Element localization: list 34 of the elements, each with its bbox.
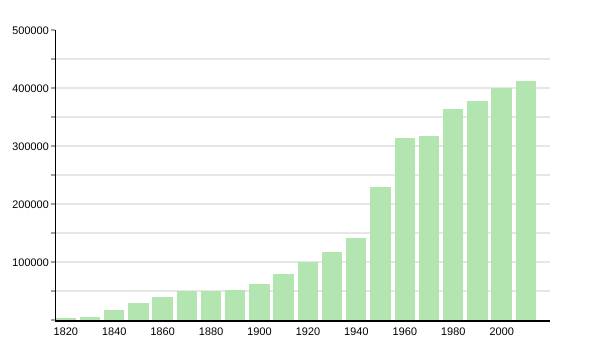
x-tick-label: 1820 (53, 326, 78, 338)
y-tick-label: 500000 (12, 24, 49, 37)
bar (298, 262, 318, 320)
x-tick-label: 1920 (296, 326, 320, 338)
bar (346, 238, 366, 320)
x-tick-label: 1900 (247, 326, 272, 338)
x-tick-label: 2000 (489, 326, 514, 338)
bar (395, 138, 415, 320)
y-tick-label: 100000 (12, 256, 49, 269)
y-tick-label: 200000 (12, 198, 49, 211)
bar (467, 101, 488, 320)
bar (177, 291, 197, 320)
x-tick-label: 1960 (392, 326, 417, 338)
bar (419, 136, 439, 320)
bar (491, 88, 512, 320)
x-tick-label: 1840 (102, 326, 126, 338)
bar (128, 303, 149, 320)
bar (370, 187, 391, 320)
bar (273, 274, 294, 320)
bar (225, 290, 245, 320)
y-tick-label: 300000 (12, 140, 49, 153)
bar (104, 310, 124, 320)
bar (201, 291, 221, 320)
bar (80, 317, 100, 320)
x-tick-label: 1940 (344, 326, 369, 338)
x-tick-label: 1980 (440, 326, 466, 338)
bar (152, 297, 173, 320)
x-tick-label: 1860 (150, 326, 175, 338)
bar (516, 81, 536, 320)
bar (249, 284, 270, 320)
bar (322, 252, 342, 320)
bar (443, 109, 463, 320)
y-tick-label: 400000 (12, 82, 49, 95)
x-tick-label: 1880 (198, 326, 224, 338)
